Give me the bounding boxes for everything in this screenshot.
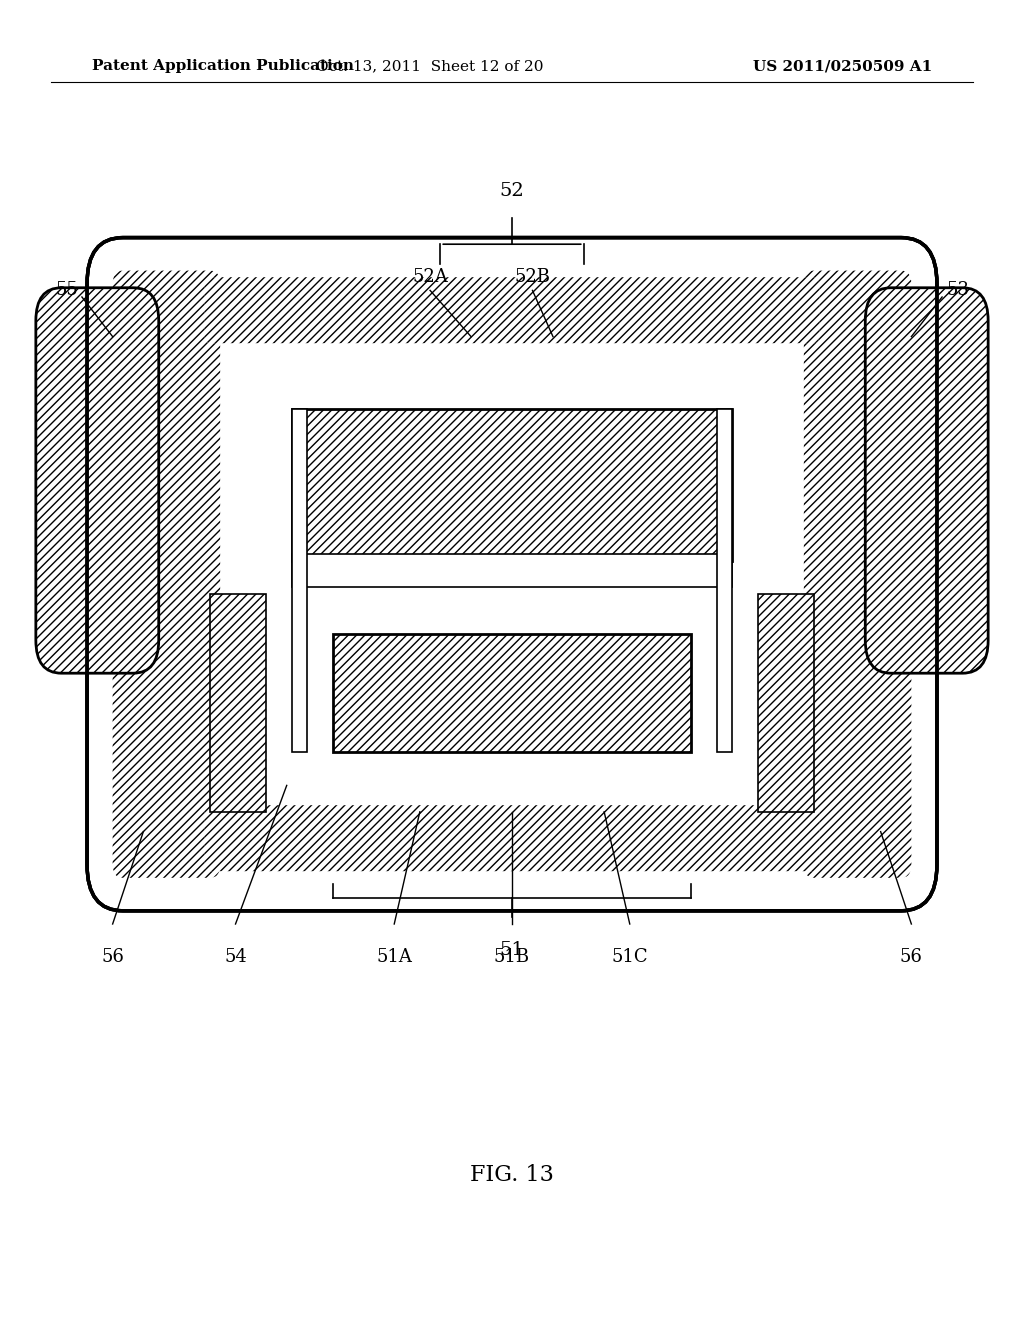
Text: Oct. 13, 2011  Sheet 12 of 20: Oct. 13, 2011 Sheet 12 of 20 <box>316 59 544 74</box>
Text: Patent Application Publication: Patent Application Publication <box>92 59 354 74</box>
Text: 51C: 51C <box>611 948 648 966</box>
Text: 53: 53 <box>946 281 969 300</box>
Bar <box>292 554 732 587</box>
FancyBboxPatch shape <box>865 288 988 673</box>
Bar <box>758 594 814 812</box>
Bar <box>292 409 732 561</box>
Text: 56: 56 <box>900 948 923 966</box>
FancyBboxPatch shape <box>205 805 819 871</box>
FancyBboxPatch shape <box>36 288 159 673</box>
FancyBboxPatch shape <box>205 277 819 343</box>
Bar <box>210 594 266 812</box>
Text: 51B: 51B <box>494 948 530 966</box>
Text: 52: 52 <box>500 182 524 201</box>
Text: 51A: 51A <box>376 948 413 966</box>
Text: 51: 51 <box>500 941 524 960</box>
Bar <box>333 634 691 752</box>
FancyBboxPatch shape <box>113 271 220 878</box>
FancyBboxPatch shape <box>804 271 911 878</box>
Text: 52A: 52A <box>413 268 447 286</box>
Text: 52B: 52B <box>514 268 551 286</box>
Text: US 2011/0250509 A1: US 2011/0250509 A1 <box>753 59 932 74</box>
Text: 55: 55 <box>55 281 78 300</box>
Bar <box>717 409 732 752</box>
Bar <box>292 409 307 752</box>
Text: FIG. 13: FIG. 13 <box>470 1164 554 1185</box>
Text: 56: 56 <box>101 948 124 966</box>
FancyBboxPatch shape <box>87 238 937 911</box>
Text: 54: 54 <box>224 948 247 966</box>
